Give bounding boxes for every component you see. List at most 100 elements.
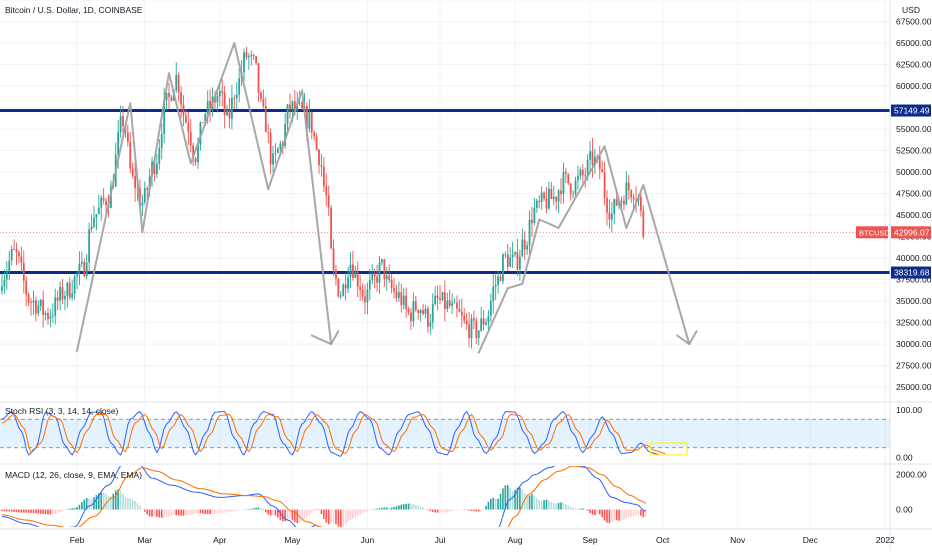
macd-histogram-bar — [342, 509, 345, 527]
macd-histogram-bar — [277, 509, 279, 518]
candle-body — [27, 294, 30, 303]
candle-body — [477, 330, 480, 338]
candle-body — [603, 172, 606, 198]
candle-body — [480, 318, 483, 331]
macd-histogram-bar — [323, 509, 325, 519]
month-tick-label: Jul — [435, 535, 446, 545]
macd-histogram-bar — [427, 509, 429, 511]
macd-histogram-bar — [383, 507, 386, 510]
candle-body — [557, 190, 560, 202]
candle-body — [189, 131, 192, 146]
stoch-k-line — [1, 410, 661, 457]
macd-histogram-bar — [528, 495, 531, 510]
candle-body — [47, 312, 49, 319]
candle-body — [584, 175, 587, 177]
macd-histogram-bar — [42, 509, 44, 514]
candle-body — [143, 188, 146, 203]
macd-histogram-bar — [71, 508, 73, 510]
candle-body — [209, 101, 212, 109]
candle-body — [260, 92, 262, 100]
candle-body — [516, 252, 519, 270]
candle-body — [371, 273, 374, 281]
macd-histogram-bar — [252, 508, 255, 510]
macd-histogram-bar — [6, 509, 8, 512]
candle-body — [526, 245, 529, 250]
macd-histogram-bar — [606, 509, 608, 523]
month-tick-label: May — [284, 535, 301, 545]
macd-histogram-bar — [586, 509, 589, 511]
price-tick-label: 27500.00 — [896, 361, 932, 371]
macd-histogram-bar — [127, 498, 129, 510]
candle-body — [30, 302, 32, 304]
candle-body — [458, 308, 461, 312]
candle-body — [97, 207, 100, 215]
candle-body — [51, 315, 54, 317]
candle-body — [613, 199, 616, 214]
candle-body — [511, 254, 514, 258]
macd-histogram-bar — [151, 509, 153, 517]
candle-body — [381, 259, 383, 263]
candle-body — [320, 165, 323, 167]
candle-body — [400, 292, 403, 305]
candle-body — [431, 303, 434, 323]
candle-body — [308, 112, 311, 129]
candle-body — [463, 315, 466, 321]
macd-histogram-bar — [199, 509, 202, 514]
candle-body — [264, 106, 267, 133]
macd-histogram-bar — [419, 506, 422, 510]
macd-histogram-bar — [637, 509, 640, 515]
price-tick-label: 67500.00 — [896, 17, 932, 27]
key-level-badge — [891, 104, 931, 117]
candle-body — [15, 249, 18, 253]
macd-histogram-bar — [54, 509, 57, 514]
macd-histogram-bar — [85, 498, 88, 510]
candle-body — [122, 116, 124, 127]
macd-histogram-bar — [499, 494, 502, 510]
macd-histogram-bar — [124, 497, 127, 510]
candle-body — [352, 264, 354, 278]
macd-histogram-bar — [366, 509, 369, 512]
macd-histogram-bar — [180, 509, 182, 516]
key-level-lines — [0, 109, 890, 275]
macd-histogram-bar — [90, 498, 93, 510]
macd-histogram-bar — [264, 509, 267, 513]
macd-histogram-bar — [119, 490, 122, 510]
candle-body — [291, 101, 294, 110]
candle-body — [194, 157, 197, 163]
macd-histogram-bar — [27, 509, 30, 513]
macd-histogram-bar — [8, 509, 11, 512]
macd-histogram-bar — [250, 508, 253, 510]
macd-histogram-bar — [39, 509, 42, 514]
candle-body — [313, 132, 316, 137]
price-tick-label: 55000.00 — [896, 124, 932, 134]
candle-body — [364, 296, 366, 303]
candle-body — [473, 318, 475, 321]
macd-histogram-bar — [64, 509, 66, 511]
candle-body — [555, 196, 558, 202]
candle-body — [456, 302, 458, 309]
macd-histogram-bar — [281, 509, 284, 522]
macd-histogram-bar — [187, 509, 190, 516]
macd-histogram-bar — [214, 509, 216, 514]
macd-histogram-bar — [44, 509, 47, 515]
candle-body — [339, 295, 342, 297]
candle-body — [269, 132, 272, 165]
macd-histogram-bar — [577, 508, 579, 510]
macd-histogram-bar — [584, 508, 587, 510]
candle-body — [482, 318, 485, 325]
candle-body — [34, 300, 37, 314]
candle-body — [451, 302, 454, 306]
macd-tick-label: 2000.00 — [896, 470, 927, 480]
macd-histogram-bar — [533, 495, 536, 510]
candle-body — [424, 308, 427, 314]
macd-histogram-bar — [143, 509, 146, 512]
macd-histogram-bar — [315, 509, 318, 510]
candle-body — [579, 169, 582, 176]
candle-body — [187, 122, 190, 132]
price-tick-label: 62500.00 — [896, 60, 932, 70]
macd-histogram-bar — [468, 509, 470, 511]
candle-body — [231, 97, 233, 119]
candle-body — [441, 292, 444, 300]
macd-histogram-bar — [451, 509, 453, 512]
